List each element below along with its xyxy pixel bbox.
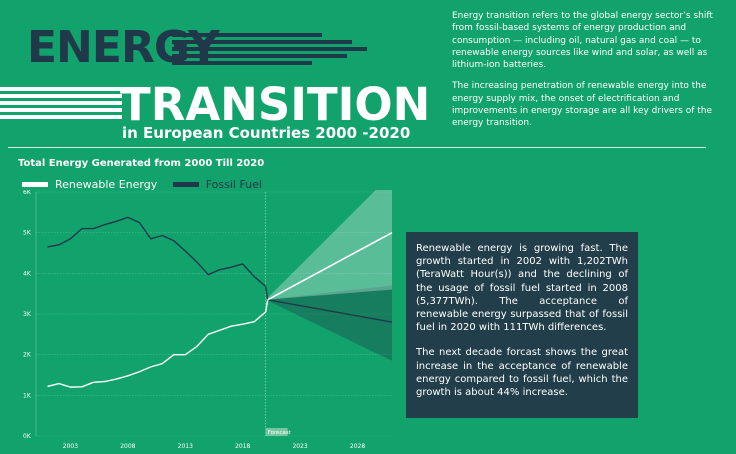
legend-label-renewable: Renewable Energy bbox=[55, 178, 158, 191]
renewable-line bbox=[47, 311, 267, 388]
fossil-line bbox=[47, 216, 267, 287]
renewable-connector bbox=[264, 299, 269, 313]
legend-swatch-fossil bbox=[172, 182, 199, 187]
x-tick-label: 2028 bbox=[350, 443, 365, 450]
forecast-label-box bbox=[265, 428, 288, 436]
x-tick-label: 2013 bbox=[178, 443, 193, 450]
fossil-forecast-band bbox=[265, 285, 392, 361]
fossil-forecast-line bbox=[267, 299, 393, 323]
legend-swatch-renewable bbox=[22, 182, 48, 187]
chart-title: Total Energy Generated from 2000 Till 20… bbox=[18, 158, 265, 169]
forecast-label: Forecast bbox=[268, 430, 292, 436]
section-divider bbox=[8, 147, 706, 148]
renewable-forecast-line bbox=[267, 231, 393, 301]
legend-item-fossil: Fossil Fuel bbox=[172, 178, 262, 191]
y-tick-label: 6K bbox=[23, 190, 32, 196]
info-box: Renewable energy is growing fast. The gr… bbox=[406, 232, 638, 418]
x-tick-label: 2008 bbox=[120, 443, 135, 450]
y-tick-label: 3K bbox=[23, 311, 32, 318]
intro-text: Energy transition refers to the global e… bbox=[452, 10, 714, 139]
subtitle: in European Countries 2000 -2020 bbox=[122, 124, 411, 142]
y-tick-label: 5K bbox=[23, 230, 32, 237]
x-tick-label: 2018 bbox=[235, 443, 250, 450]
renewable-forecast-band bbox=[265, 190, 392, 300]
legend-item-renewable: Renewable Energy bbox=[22, 178, 157, 191]
chart-legend: Renewable Energy Fossil Fuel bbox=[22, 177, 274, 191]
decorative-stripes-left bbox=[0, 87, 122, 119]
x-tick-label: 2003 bbox=[63, 443, 78, 450]
y-tick-label: 2K bbox=[23, 352, 32, 359]
info-paragraph-1: Renewable energy is growing fast. The gr… bbox=[416, 243, 628, 334]
decorative-stripes-top bbox=[172, 33, 367, 65]
x-tick-label: 2023 bbox=[292, 443, 307, 450]
energy-line-chart: 0K 1K 2K 3K 4K 5K 6K 2003 2008 2013 2018 2023 2028 Fo… bbox=[23, 190, 393, 450]
intro-paragraph-2: The increasing penetration of renewable … bbox=[452, 81, 713, 129]
fossil-connector bbox=[264, 286, 269, 300]
y-tick-label: 1K bbox=[23, 392, 32, 399]
intro-paragraph-1: Energy transition refers to the global e… bbox=[452, 11, 713, 71]
y-tick-label: 0K bbox=[23, 433, 32, 440]
y-tick-label: 4K bbox=[23, 270, 32, 277]
info-paragraph-2: The next decade forcast shows the great … bbox=[416, 347, 628, 399]
legend-label-fossil: Fossil Fuel bbox=[205, 178, 262, 191]
title-transition: TRANSITION bbox=[120, 78, 431, 131]
